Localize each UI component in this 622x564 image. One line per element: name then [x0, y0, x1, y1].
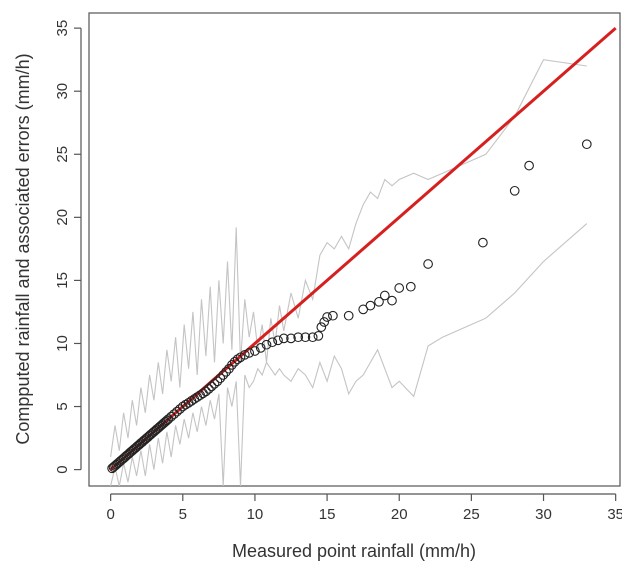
identity-line-group	[109, 27, 617, 471]
data-point	[300, 332, 311, 343]
data-point	[509, 185, 520, 196]
data-point	[423, 259, 433, 269]
data-point	[581, 139, 592, 150]
error-bands	[110, 59, 588, 486]
data-point	[166, 411, 177, 422]
y-tick-label: 0	[54, 465, 71, 473]
x-tick-label: 30	[535, 506, 552, 523]
data-point	[374, 296, 384, 307]
plot-frame	[88, 12, 621, 487]
x-tick-label: 35	[607, 506, 622, 523]
data-point	[328, 310, 338, 321]
data-point	[316, 322, 327, 332]
data-point	[405, 281, 416, 292]
y-axis-label: Compputed rainfall and associated errors…	[13, 53, 33, 444]
data-point	[261, 339, 272, 350]
data-point	[244, 348, 255, 358]
data-point	[218, 370, 229, 380]
x-tick-label: 20	[391, 506, 408, 523]
data-point	[160, 416, 171, 427]
data-point	[319, 317, 330, 327]
x-tick-label: 15	[319, 506, 336, 523]
y-tick-label: 20	[54, 209, 71, 226]
y-tick-label: 5	[54, 402, 71, 410]
x-tick-label: 25	[463, 506, 480, 523]
data-point	[255, 343, 266, 353]
data-point	[478, 237, 488, 248]
y-tick-label: 25	[54, 146, 71, 163]
upper-error-band	[110, 59, 587, 458]
data-point	[227, 360, 237, 370]
data-point	[163, 414, 174, 424]
x-tick-label: 10	[247, 506, 264, 523]
data-point	[286, 333, 296, 344]
data-point	[267, 337, 278, 348]
data-point	[524, 160, 534, 171]
data-point	[273, 335, 283, 346]
y-tick-label: 15	[54, 272, 71, 289]
data-point	[278, 333, 289, 344]
data-point	[307, 332, 318, 343]
data-point	[313, 331, 324, 341]
data-point	[394, 283, 405, 293]
x-tick-label: 5	[179, 506, 187, 523]
data-point	[212, 376, 223, 387]
data-point	[379, 290, 390, 301]
data-points	[107, 139, 592, 474]
y-tick-label: 35	[54, 20, 71, 37]
data-point	[203, 384, 214, 394]
data-point	[293, 332, 304, 343]
data-point	[239, 349, 250, 360]
data-point	[201, 386, 211, 397]
data-point	[215, 373, 226, 384]
identity-line	[109, 27, 617, 471]
data-point	[209, 378, 220, 389]
lower-error-band	[110, 223, 588, 486]
data-point	[250, 346, 260, 356]
y-axis: 0 5 10 15 20 25 30 35	[54, 20, 82, 474]
data-point	[221, 366, 231, 377]
y-tick-label: 30	[54, 83, 71, 100]
data-point	[343, 310, 354, 321]
data-point	[206, 381, 217, 392]
data-point	[169, 409, 179, 419]
data-point	[365, 300, 376, 311]
data-point	[387, 295, 397, 306]
y-tick-label: 10	[54, 335, 71, 352]
x-tick-label: 0	[106, 506, 114, 523]
data-point	[322, 312, 332, 322]
data-point	[172, 406, 182, 417]
x-axis-label: Measured point rainfall (mm/h)	[232, 541, 476, 561]
x-axis: 0 5 10 15 20 25 30 35	[106, 493, 622, 523]
data-point	[232, 354, 243, 365]
